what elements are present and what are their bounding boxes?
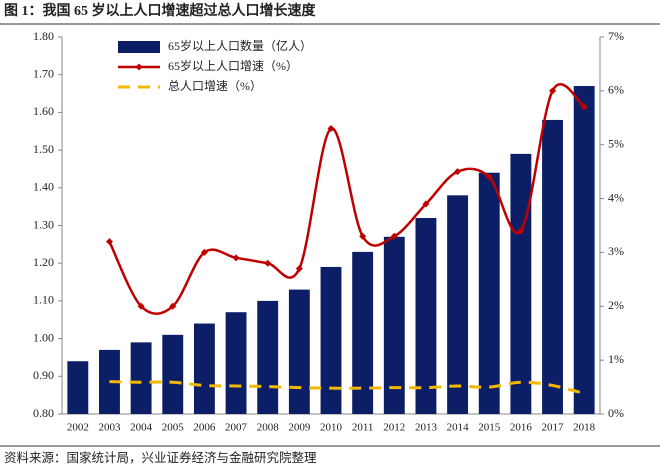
x-tick-label: 2006	[193, 422, 216, 434]
marker	[580, 103, 588, 111]
bar	[193, 323, 215, 414]
marker	[390, 232, 398, 240]
y2-tick-label: 3%	[608, 244, 624, 258]
legend-label: 65岁以上人口数量（亿人）	[168, 38, 312, 53]
x-tick-label: 2008	[257, 422, 280, 434]
marker	[264, 259, 272, 267]
marker	[295, 265, 303, 273]
chart-title: 图 1：我国 65 岁以上人口增速超过总人口增长速度	[4, 2, 316, 19]
x-tick-label: 2009	[288, 422, 311, 434]
marker	[485, 173, 493, 181]
x-tick-label: 2017	[542, 422, 565, 434]
x-tick-label: 2012	[383, 422, 405, 434]
source: 资料来源：国家统计局，兴业证券经济与金融研究院整理	[4, 450, 317, 465]
legend-marker	[135, 63, 143, 71]
x-tick-label: 2013	[415, 422, 438, 434]
marker	[137, 302, 145, 310]
legend-label: 65岁以上人口增速（%）	[168, 58, 298, 73]
bar	[130, 342, 152, 414]
bar	[67, 361, 89, 414]
y-tick-label: 1.40	[33, 180, 54, 194]
y-tick-label: 0.80	[33, 406, 54, 420]
marker	[232, 254, 240, 262]
x-tick-label: 2005	[162, 422, 185, 434]
x-tick-label: 2018	[573, 422, 596, 434]
x-tick-label: 2007	[225, 422, 248, 434]
marker	[549, 87, 557, 95]
marker	[422, 200, 430, 208]
bar	[162, 334, 184, 414]
x-tick-label: 2010	[320, 422, 343, 434]
bar	[573, 86, 595, 414]
line	[108, 83, 586, 315]
bar	[225, 312, 247, 414]
x-tick-label: 2014	[447, 422, 470, 434]
y-tick-label: 1.50	[33, 142, 54, 156]
legend-swatch	[118, 41, 160, 53]
bar	[478, 172, 500, 414]
marker	[517, 227, 525, 235]
y-tick-label: 1.20	[33, 255, 54, 269]
x-tick-label: 2002	[67, 422, 89, 434]
y-tick-label: 1.60	[33, 104, 54, 118]
marker	[359, 232, 367, 240]
bar	[257, 300, 279, 414]
y2-tick-label: 4%	[608, 190, 624, 204]
bar	[510, 153, 532, 414]
y-tick-label: 1.70	[33, 66, 54, 80]
x-tick-label: 2015	[478, 422, 501, 434]
bar	[447, 195, 469, 414]
legend-label: 总人口增速（%）	[168, 79, 262, 93]
x-tick-label: 2003	[98, 422, 121, 434]
bar	[383, 236, 405, 414]
y-tick-label: 1.30	[33, 217, 54, 231]
bar	[352, 251, 374, 414]
y-tick-label: 1.80	[33, 29, 54, 43]
x-tick-label: 2011	[352, 422, 374, 434]
bar	[415, 217, 437, 414]
marker	[200, 248, 208, 256]
y-tick-label: 1.00	[33, 330, 54, 344]
x-tick-label: 2016	[510, 422, 533, 434]
y2-tick-label: 0%	[608, 406, 624, 420]
x-tick-label: 2004	[130, 422, 153, 434]
y2-tick-label: 1%	[608, 352, 624, 366]
marker	[454, 168, 462, 176]
marker	[169, 302, 177, 310]
bar	[320, 266, 342, 414]
y-tick-label: 0.90	[33, 368, 54, 382]
y2-tick-label: 2%	[608, 298, 624, 312]
y2-tick-label: 6%	[608, 83, 624, 97]
y-tick-label: 1.10	[33, 293, 54, 307]
y2-tick-label: 7%	[608, 29, 624, 43]
y2-tick-label: 5%	[608, 136, 624, 150]
bar	[542, 119, 563, 414]
bar	[288, 289, 310, 414]
marker	[105, 238, 113, 246]
marker	[327, 125, 335, 133]
